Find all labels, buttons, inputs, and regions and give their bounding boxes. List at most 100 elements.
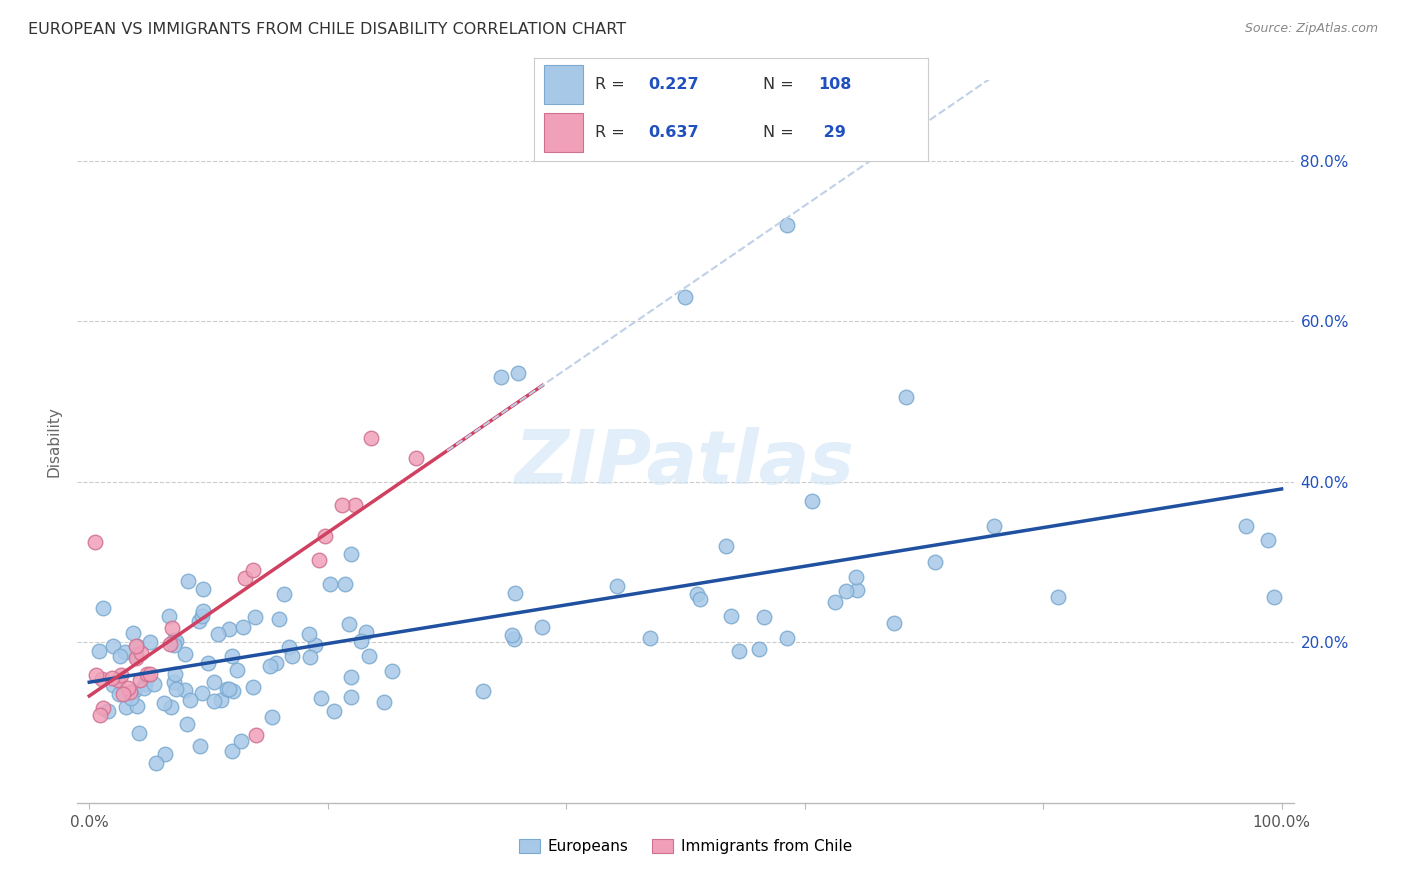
- Point: [259, 658, 281, 673]
- Point: [134, 677, 156, 691]
- Point: [267, 612, 290, 626]
- Point: [135, 666, 157, 681]
- Point: [218, 623, 240, 637]
- Point: [120, 684, 142, 698]
- Point: [84, 668, 107, 682]
- Point: [308, 553, 330, 567]
- Point: [845, 583, 868, 598]
- Point: [242, 564, 264, 578]
- Point: [165, 667, 187, 681]
- Point: [339, 547, 361, 561]
- Point: [1263, 590, 1285, 604]
- Point: [177, 574, 200, 589]
- Text: 29: 29: [818, 126, 845, 140]
- Point: [101, 677, 124, 691]
- Point: [218, 681, 240, 696]
- Point: [139, 635, 162, 649]
- Point: [1257, 533, 1279, 547]
- Point: [160, 621, 183, 635]
- Point: [143, 676, 166, 690]
- Point: [686, 587, 709, 601]
- Point: [207, 627, 229, 641]
- Point: [502, 632, 524, 646]
- Point: [489, 370, 512, 384]
- Point: [132, 681, 155, 696]
- Point: [101, 639, 124, 653]
- Point: [125, 648, 148, 663]
- Point: [606, 579, 628, 593]
- Point: [221, 684, 243, 698]
- Point: [136, 670, 159, 684]
- Point: [894, 390, 917, 404]
- Point: [91, 701, 114, 715]
- Point: [381, 665, 404, 679]
- Point: [117, 681, 139, 695]
- Legend: Europeans, Immigrants from Chile: Europeans, Immigrants from Chile: [513, 832, 858, 860]
- Point: [120, 691, 142, 706]
- Point: [163, 675, 186, 690]
- Text: ZIPatlas: ZIPatlas: [516, 426, 855, 500]
- Point: [204, 693, 226, 707]
- Point: [209, 693, 232, 707]
- Point: [108, 687, 131, 701]
- Point: [322, 705, 344, 719]
- Point: [349, 633, 371, 648]
- Point: [503, 586, 526, 600]
- Point: [343, 499, 366, 513]
- Point: [501, 628, 523, 642]
- Point: [314, 528, 336, 542]
- Point: [176, 717, 198, 731]
- Point: [128, 726, 150, 740]
- Point: [883, 615, 905, 630]
- Point: [298, 627, 321, 641]
- Point: [333, 577, 356, 591]
- Point: [122, 626, 145, 640]
- Point: [165, 634, 187, 648]
- Point: [179, 692, 201, 706]
- Point: [115, 700, 138, 714]
- Point: [340, 690, 363, 705]
- Point: [245, 609, 267, 624]
- FancyBboxPatch shape: [544, 65, 583, 104]
- Point: [125, 639, 148, 653]
- Point: [229, 734, 252, 748]
- Point: [675, 290, 697, 304]
- Point: [340, 670, 363, 684]
- Point: [91, 601, 114, 615]
- Text: 0.227: 0.227: [648, 77, 699, 92]
- Text: EUROPEAN VS IMMIGRANTS FROM CHILE DISABILITY CORRELATION CHART: EUROPEAN VS IMMIGRANTS FROM CHILE DISABI…: [28, 22, 626, 37]
- Point: [100, 671, 122, 685]
- Point: [129, 673, 152, 688]
- Point: [824, 595, 846, 609]
- Point: [845, 570, 868, 584]
- Point: [983, 518, 1005, 533]
- Point: [107, 673, 129, 687]
- Point: [273, 587, 295, 601]
- Point: [298, 649, 321, 664]
- Point: [530, 620, 553, 634]
- Point: [776, 218, 799, 232]
- Text: 0.637: 0.637: [648, 126, 699, 140]
- Point: [748, 642, 770, 657]
- Text: N =: N =: [762, 77, 799, 92]
- Point: [405, 451, 427, 466]
- Point: [87, 644, 110, 658]
- Point: [153, 747, 176, 761]
- Text: Source: ZipAtlas.com: Source: ZipAtlas.com: [1244, 22, 1378, 36]
- Point: [110, 649, 132, 664]
- Point: [125, 699, 148, 714]
- Point: [720, 609, 742, 624]
- Point: [232, 619, 254, 633]
- Point: [221, 648, 243, 663]
- Point: [800, 493, 823, 508]
- Point: [163, 633, 186, 648]
- Point: [330, 498, 353, 512]
- Point: [84, 534, 107, 549]
- Point: [309, 691, 332, 706]
- Point: [112, 687, 135, 701]
- Point: [153, 696, 176, 710]
- Point: [191, 686, 214, 700]
- Point: [122, 684, 145, 698]
- Point: [197, 656, 219, 670]
- Point: [125, 639, 148, 653]
